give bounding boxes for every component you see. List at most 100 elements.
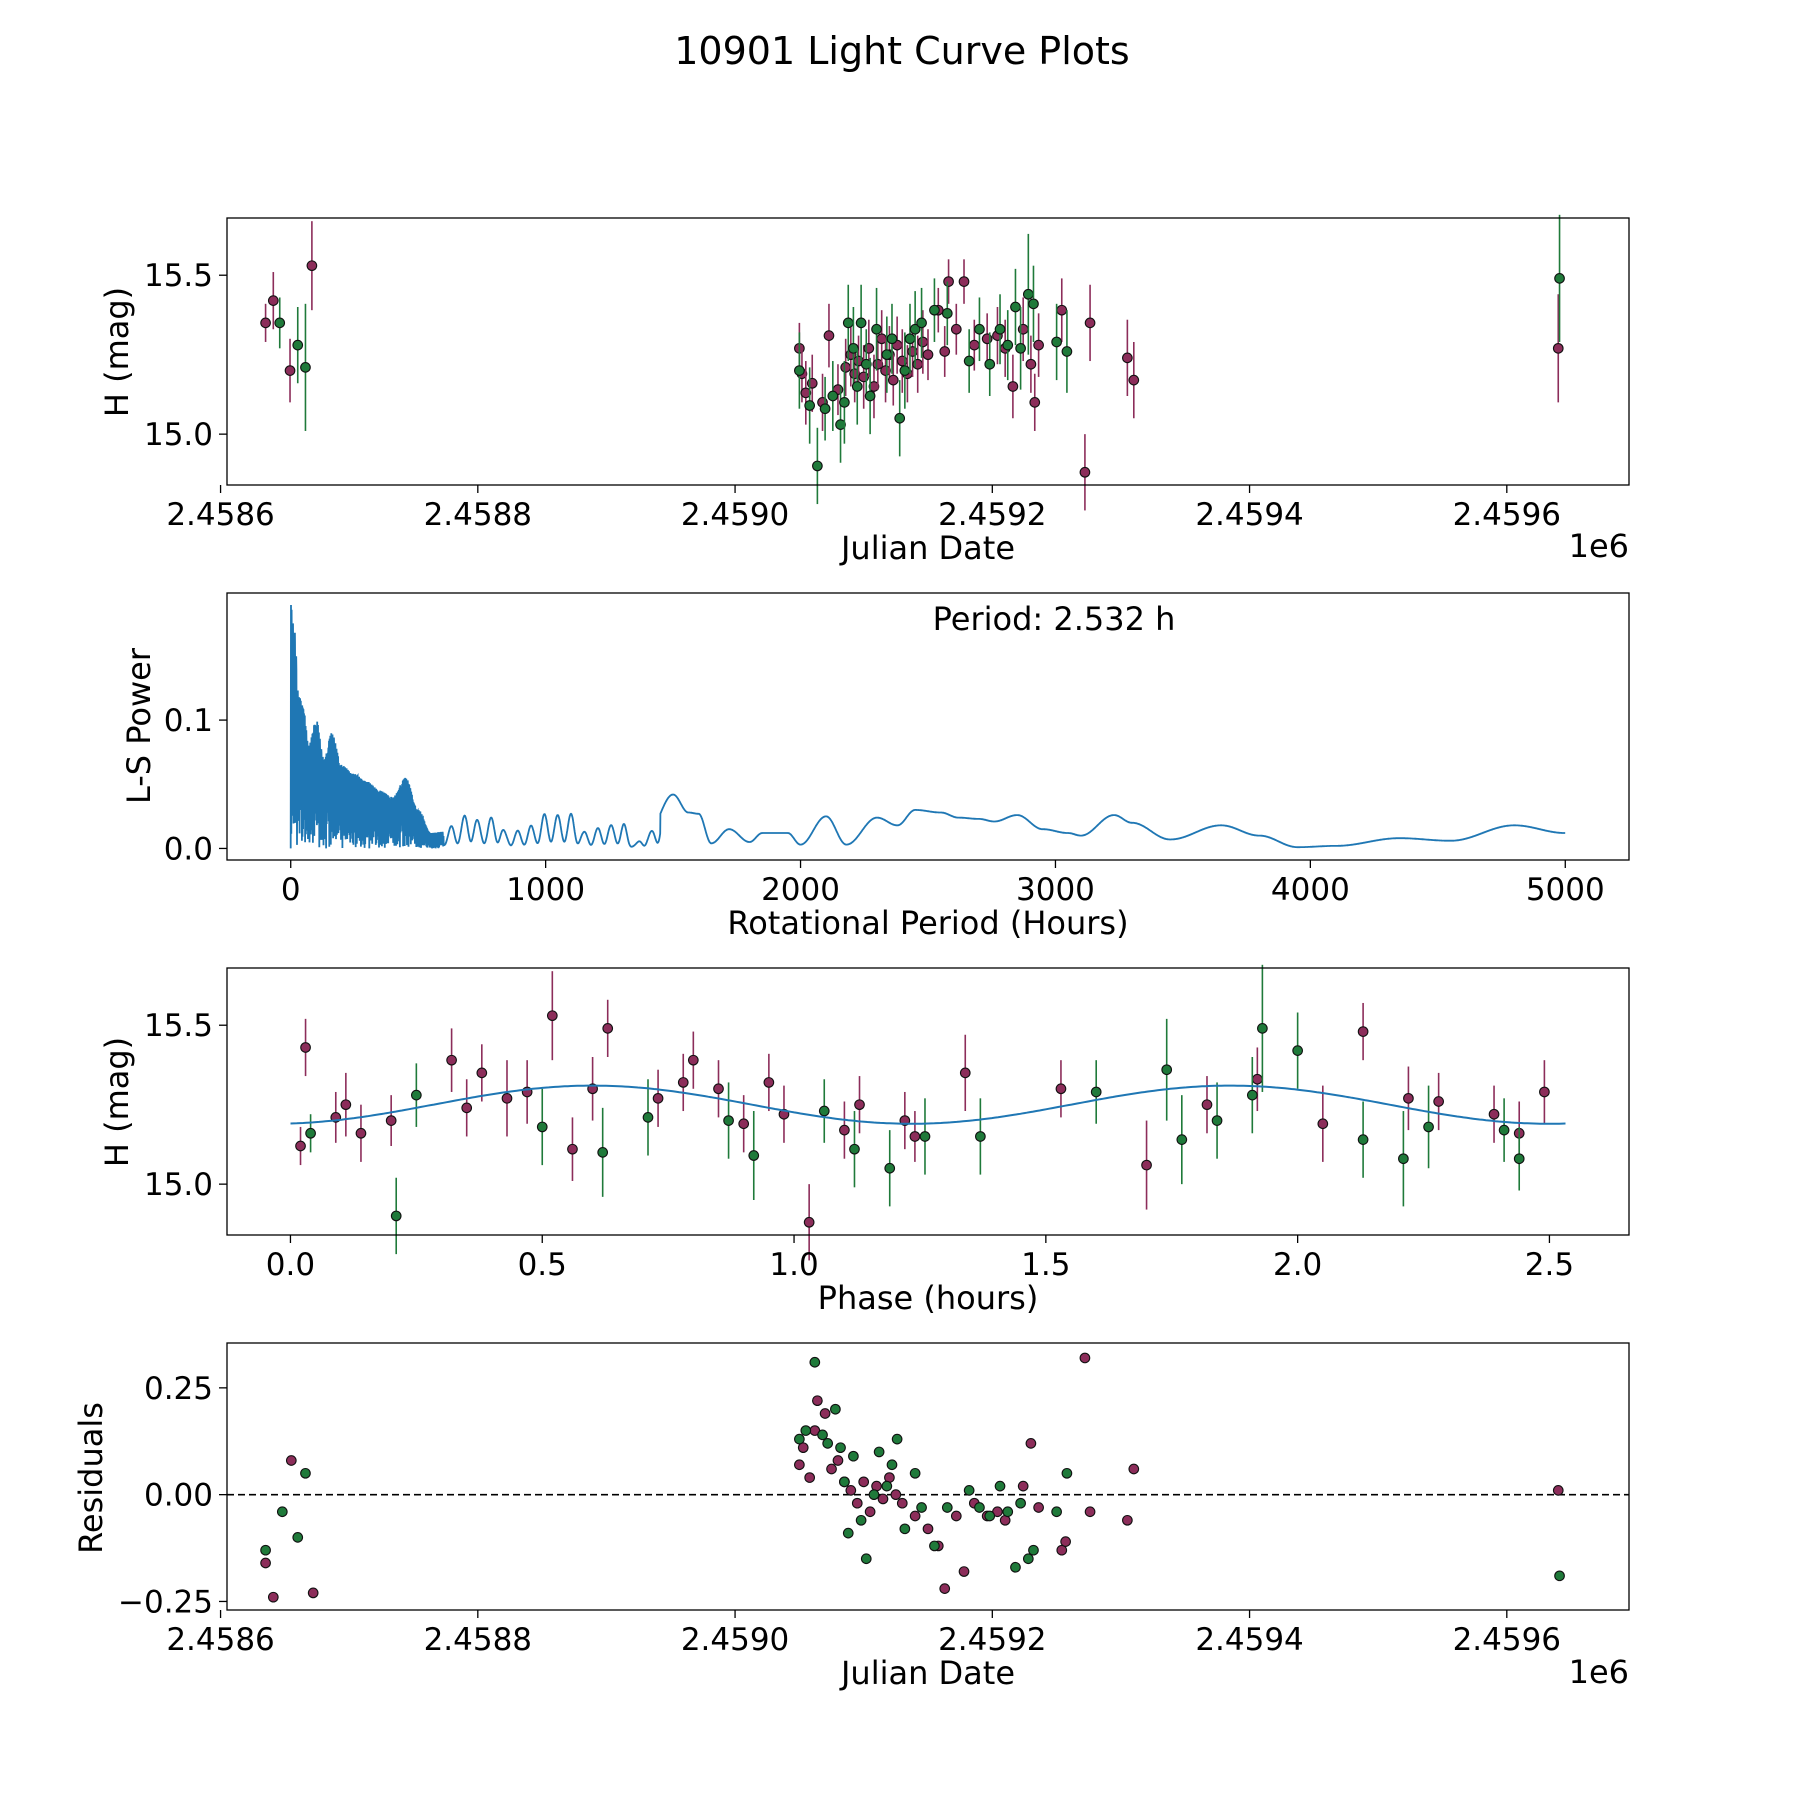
purple-data-point	[1433, 1096, 1444, 1107]
green-data-point	[851, 381, 863, 392]
x-tick-label: 2.4592	[938, 1622, 1046, 1658]
purple-data-point	[890, 1489, 902, 1501]
purple-data-point	[958, 276, 970, 287]
green-data-point	[916, 317, 927, 329]
purple-data-point	[300, 1042, 311, 1053]
y-tick-label: 15.5	[144, 1008, 213, 1044]
green-data-point	[1061, 346, 1073, 357]
green-data-point	[941, 1502, 953, 1513]
x-tick-label: 2.4594	[1195, 497, 1303, 533]
purple-data-point	[1029, 397, 1041, 408]
periodogram-line-group	[289, 604, 1566, 849]
green-data-point	[839, 397, 850, 408]
purple-data-point	[306, 260, 318, 272]
purple-data-point	[880, 365, 891, 376]
purple-data-point	[476, 1067, 488, 1079]
purple-data-point	[687, 1054, 699, 1066]
x-tick-label: 2.5	[1525, 1247, 1574, 1283]
green-data-point	[984, 1510, 996, 1522]
purple-data-point	[546, 1010, 558, 1022]
x-tick-label: 0.5	[518, 1247, 567, 1283]
green-data-point	[963, 355, 975, 367]
green-data-point	[916, 1502, 927, 1513]
purple-data-point	[939, 346, 951, 357]
green-data-point	[411, 1089, 422, 1101]
green-data-point	[891, 1433, 903, 1445]
purple-data-point	[868, 381, 880, 392]
purple-data-point	[1403, 1092, 1414, 1104]
periodogram-line	[289, 604, 1566, 849]
x-tick-label: 2.4592	[938, 497, 1046, 533]
panel-phase-folded: 0.0 0.5 1.0 1.5 2.0 2.5 15.0 15.5 Phase (hours…	[98, 964, 1630, 1317]
purple-data-point	[1488, 1108, 1500, 1120]
x-tick-label: 2.4594	[1195, 1622, 1303, 1658]
green-data-point	[1498, 1124, 1510, 1136]
purple-data-point	[872, 358, 884, 370]
purple-data-point	[652, 1092, 664, 1104]
x-tick-label: 0	[281, 872, 301, 908]
purple-data-point	[922, 1523, 934, 1535]
green-data-point	[1292, 1045, 1303, 1056]
residuals-y-ticks: −0.25 0.00 0.25	[118, 1371, 227, 1620]
purple-data-point	[307, 1587, 319, 1599]
purple-data-point	[939, 1583, 951, 1594]
green-data-point	[984, 358, 996, 370]
purple-data-point	[1060, 1536, 1071, 1547]
green-data-point	[855, 1514, 867, 1526]
purple-data-point	[864, 1506, 876, 1518]
green-data-point	[827, 390, 839, 402]
green-data-point	[919, 1131, 931, 1142]
purple-data-point	[260, 317, 271, 329]
phase-folded-x-ticks: 0.0 0.5 1.0 1.5 2.0 2.5	[266, 1235, 1574, 1283]
green-data-point	[835, 1442, 846, 1454]
green-data-point	[818, 1105, 830, 1117]
green-data-point	[1051, 336, 1062, 348]
green-data-point	[642, 1112, 654, 1123]
y-tick-label: 0.0	[164, 831, 213, 867]
purple-data-point	[260, 1557, 271, 1569]
purple-data-point	[909, 1510, 921, 1522]
periodogram-y-ticks: 0.0 0.1	[164, 703, 227, 867]
x-tick-label: 2.4586	[166, 497, 274, 533]
x-tick-label: 1.5	[1021, 1247, 1070, 1283]
y-tick-label: 15.5	[144, 258, 213, 294]
purple-data-point	[284, 365, 296, 376]
green-data-point	[1513, 1153, 1525, 1165]
green-data-point	[909, 323, 921, 335]
purple-data-point	[1201, 1099, 1213, 1111]
y-tick-label: −0.25	[118, 1584, 213, 1620]
purple-data-point	[958, 1566, 970, 1577]
purple-data-point	[826, 1463, 837, 1475]
green-data-point	[839, 1476, 850, 1488]
green-data-point	[800, 1425, 812, 1436]
purple-data-point	[950, 323, 962, 335]
purple-data-point	[1539, 1086, 1550, 1098]
green-data-point	[1211, 1115, 1223, 1126]
light-curve-y-ticks: 15.0 15.5	[144, 258, 227, 453]
purple-data-point	[896, 1497, 908, 1509]
purple-data-point	[1055, 1083, 1067, 1095]
green-data-point	[817, 1429, 828, 1441]
green-data-point	[1176, 1134, 1188, 1145]
green-data-point	[292, 339, 304, 351]
green-data-point	[842, 317, 854, 329]
purple-data-point	[295, 1140, 306, 1152]
residuals-offset-text: 1e6	[1569, 1653, 1629, 1691]
green-data-point	[1357, 1134, 1369, 1145]
residuals-frame	[226, 1342, 1630, 1611]
green-data-point	[860, 1553, 872, 1565]
green-data-point	[1010, 1561, 1021, 1573]
purple-data-point	[1552, 342, 1564, 354]
purple-data-point	[1056, 1544, 1068, 1556]
phase-folded-y-ticks: 15.0 15.5	[144, 1008, 227, 1203]
green-data-point	[835, 419, 846, 430]
green-data-point	[904, 333, 916, 345]
periodogram-x-ticks: 0 1000 2000 3000 4000 5000	[281, 860, 1605, 908]
green-data-point	[1002, 339, 1014, 351]
purple-data-point	[355, 1127, 367, 1139]
purple-data-point	[845, 1485, 857, 1496]
phase-folded-y-label: H (mag)	[98, 1037, 136, 1167]
x-tick-label: 1000	[506, 872, 585, 908]
x-tick-label: 2.0	[1273, 1247, 1322, 1283]
